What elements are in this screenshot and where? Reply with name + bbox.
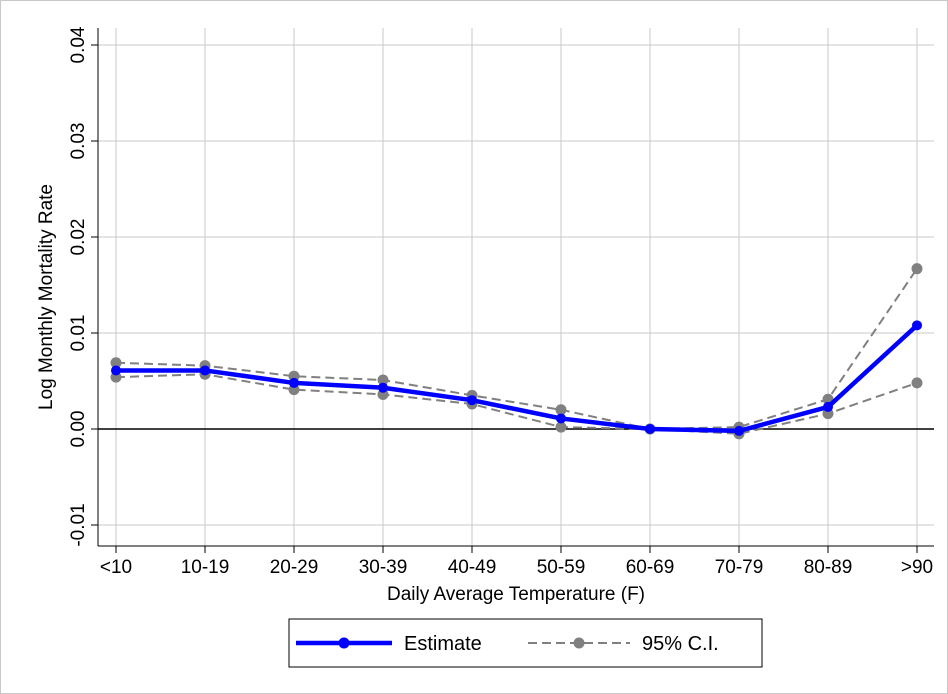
data-point — [377, 374, 389, 386]
x-tick-label: 40-49 — [448, 557, 497, 578]
data-point — [734, 425, 744, 436]
series-line — [115, 268, 918, 430]
data-point — [555, 404, 567, 416]
grid — [98, 28, 934, 546]
series-line — [116, 323, 919, 434]
data-point — [555, 421, 567, 433]
y-tick-label: 0.01 — [68, 315, 89, 352]
legend-item: 95% C.I. — [528, 633, 719, 655]
data-point — [911, 377, 923, 389]
y-tick-label: 0.03 — [68, 123, 89, 160]
x-tick-label: <10 — [100, 557, 132, 578]
data-point — [645, 424, 655, 434]
y-tick-label: -0.01 — [68, 503, 89, 546]
data-point — [200, 365, 210, 376]
data-point — [823, 401, 833, 412]
x-tick-label: 10-19 — [181, 557, 230, 578]
x-tick-label: 60-69 — [626, 557, 675, 578]
x-axis-label: Daily Average Temperature (F) — [387, 584, 645, 605]
y-tick-label: 0.00 — [68, 411, 89, 448]
series-line — [115, 373, 918, 435]
x-tick-label: 70-79 — [715, 557, 764, 578]
data-point — [556, 413, 566, 424]
legend-label: Estimate — [404, 633, 482, 655]
x-tick-label: 80-89 — [804, 557, 853, 578]
data-point — [911, 263, 923, 275]
data-point — [110, 357, 122, 369]
legend-label: 95% C.I. — [642, 633, 719, 655]
x-tick-label: 30-39 — [359, 557, 408, 578]
series-estimate — [111, 320, 922, 436]
data-point — [289, 377, 299, 388]
axes — [91, 28, 934, 553]
x-tick-label: 50-59 — [537, 557, 586, 578]
legend-item: Estimate — [296, 633, 482, 655]
legend-marker — [338, 637, 350, 649]
data-point — [111, 365, 121, 376]
data-point — [912, 320, 922, 331]
legend: Estimate 95% C.I. — [288, 618, 763, 668]
x-tick-label: 20-29 — [270, 557, 319, 578]
x-tick-labels: <10 10-19 20-29 30-39 40-49 50-59 60-69 70-79 80… — [100, 557, 933, 578]
series-group — [110, 263, 923, 440]
legend-marker — [573, 637, 585, 649]
x-tick-label: >90 — [901, 557, 933, 578]
y-axis-label: Log Monthly Mortality Rate — [36, 184, 57, 410]
data-point — [378, 382, 388, 393]
y-tick-label: 0.04 — [68, 26, 89, 63]
y-tick-labels: -0.01 0.00 0.01 0.02 0.03 0.04 — [68, 26, 89, 547]
y-tick-label: 0.02 — [68, 219, 89, 256]
data-point — [467, 395, 477, 406]
